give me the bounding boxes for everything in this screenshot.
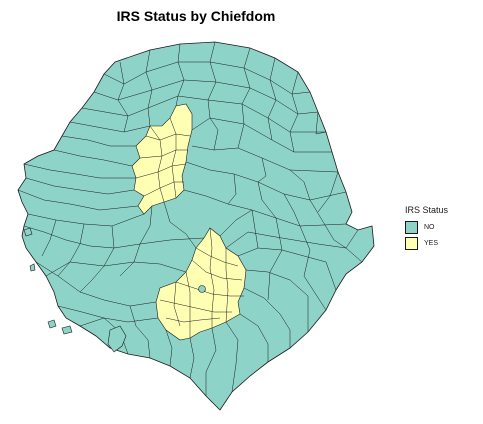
lake-marker	[198, 285, 206, 293]
legend-label-yes: YES	[424, 239, 439, 247]
legend-swatch-no	[405, 220, 418, 234]
chiefdom-map	[17, 41, 375, 411]
island-small-2	[61, 325, 73, 335]
legend: IRS Status NO YES	[405, 205, 475, 251]
map-title: IRS Status by Chiefdom	[116, 8, 276, 24]
country-outline	[17, 41, 375, 411]
chiefdom-boundaries	[18, 42, 363, 396]
legend-title: IRS Status	[405, 205, 449, 215]
island-small-1	[47, 319, 57, 329]
island-peninsula	[107, 325, 127, 353]
island-small-4	[29, 263, 36, 272]
irs-region-north	[131, 103, 193, 215]
island-small-3	[23, 227, 33, 237]
legend-swatch-yes	[405, 236, 418, 250]
legend-item-yes: YES	[405, 235, 475, 251]
legend-item-no: NO	[405, 219, 475, 235]
legend-label-no: NO	[424, 223, 435, 231]
